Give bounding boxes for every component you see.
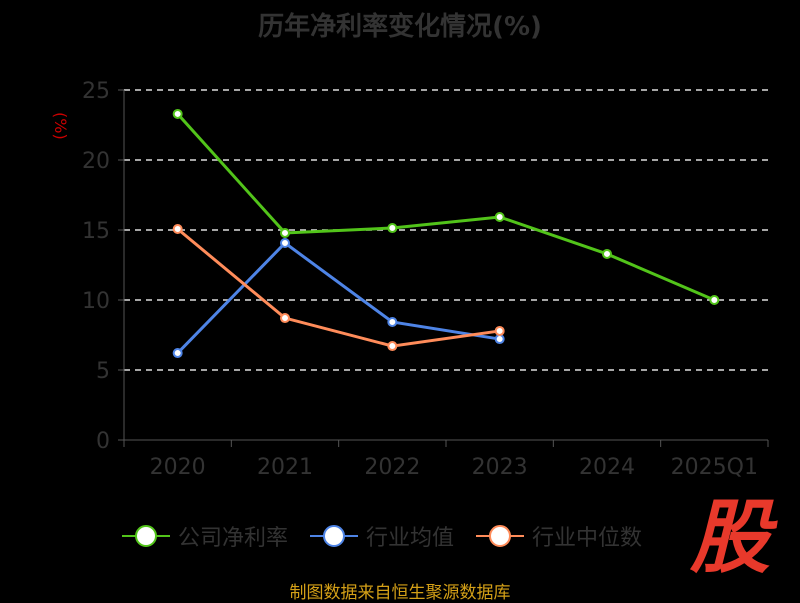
data-point: [387, 316, 398, 327]
x-tick-label: 2021: [257, 455, 313, 480]
legend-label: 公司净利率: [178, 526, 289, 551]
data-point: [602, 248, 612, 259]
data-point: [280, 227, 290, 238]
x-tick-label: 2023: [472, 455, 528, 480]
data-point: [172, 224, 183, 235]
legend: 公司净利率 行业均值 行业中位数: [122, 520, 642, 552]
legend-label: 行业中位数: [532, 526, 643, 551]
x-tick-label: 2020: [150, 455, 206, 480]
y-tick-label: 25: [82, 79, 110, 104]
legend-item-company[interactable]: 公司净利率: [122, 520, 288, 552]
data-point: [280, 313, 290, 324]
series-line-2: [176, 227, 500, 348]
data-point: [494, 334, 505, 345]
legend-item-industry-median[interactable]: 行业中位数: [476, 520, 642, 552]
data-point: [709, 295, 720, 305]
y-tick-label: 10: [82, 289, 110, 314]
x-tick-label: 2022: [364, 455, 420, 480]
y-tick-label: 15: [82, 219, 110, 244]
brand-logo: 股: [690, 491, 770, 584]
legend-label: 行业均值: [366, 526, 455, 551]
data-source-note: 制图数据来自恒生聚源数据库: [289, 583, 511, 603]
data-point: [172, 108, 183, 119]
y-tick-label: 20: [82, 149, 110, 174]
data-point: [280, 238, 290, 249]
chart-title: 历年净利率变化情况(%): [258, 12, 542, 42]
data-point: [387, 341, 398, 352]
series-line-0: [176, 112, 715, 302]
data-point: [494, 211, 505, 222]
series-line-1: [176, 241, 500, 355]
y-tick-label: 5: [96, 359, 110, 384]
legend-item-industry-mean[interactable]: 行业均值: [310, 520, 454, 552]
data-point: [172, 348, 183, 359]
data-point: [387, 223, 398, 234]
y-tick-label: 0: [96, 429, 110, 454]
data-point: [494, 325, 505, 336]
x-tick-label: 2025Q1: [671, 455, 758, 480]
x-tick-label: 2024: [579, 455, 635, 480]
